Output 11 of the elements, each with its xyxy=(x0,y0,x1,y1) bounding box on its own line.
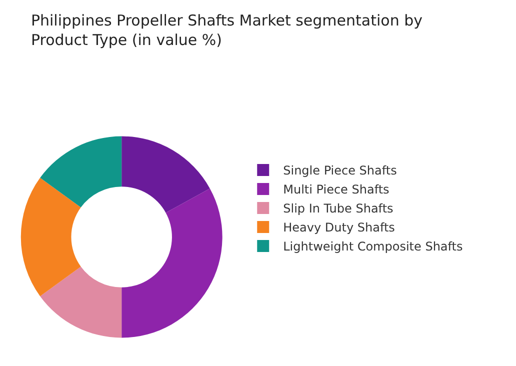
legend-label: Single Piece Shafts xyxy=(283,164,397,178)
legend-label: Slip In Tube Shafts xyxy=(283,202,394,216)
donut-slice xyxy=(122,188,222,338)
donut-slice xyxy=(40,136,122,208)
chart-title: Philippines Propeller Shafts Market segmentation by Product Type (in value %) xyxy=(30,12,423,50)
legend-label: Heavy Duty Shafts xyxy=(283,220,395,235)
donut-slice xyxy=(20,178,81,296)
donut-slice xyxy=(122,136,210,213)
donut-slice xyxy=(40,266,122,338)
legend-label: Lightweight Composite Shafts xyxy=(283,240,463,254)
legend-label: Multi Piece Shafts xyxy=(283,182,390,197)
